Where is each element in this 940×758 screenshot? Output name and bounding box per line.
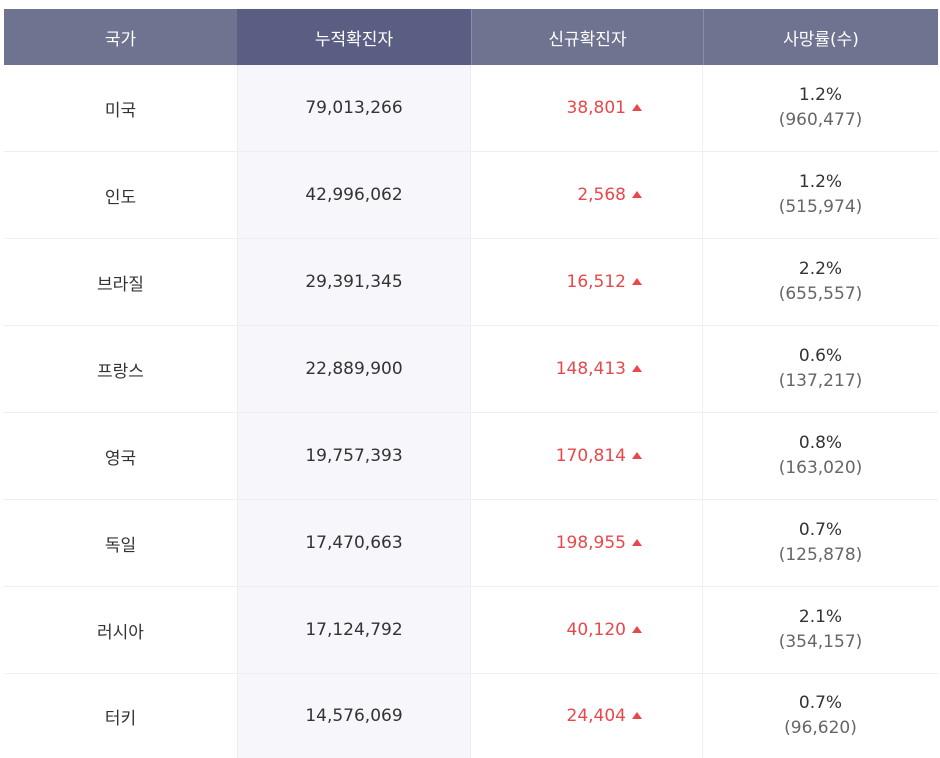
death-count: (96,620) <box>784 718 857 738</box>
table-row: 인도 42,996,062 2,568 1.2% (515,974) <box>4 152 938 239</box>
death-rate: 1.2% <box>798 172 843 192</box>
new-cases-value: 2,568 <box>577 185 626 205</box>
new-cases-value: 170,814 <box>555 446 626 466</box>
triangle-up-icon <box>632 538 642 546</box>
table-row: 독일 17,470,663 198,955 0.7% (125,878) <box>4 500 938 587</box>
triangle-up-icon <box>632 103 642 111</box>
cumulative-cases: 79,013,266 <box>237 65 471 151</box>
column-header-new-cases[interactable]: 신규확진자 <box>471 9 703 65</box>
table-row: 영국 19,757,393 170,814 0.8% (163,020) <box>4 413 938 500</box>
table-body: 미국 79,013,266 38,801 1.2% (960,477) 인도 42… <box>4 65 938 758</box>
table-row: 프랑스 22,889,900 148,413 0.6% (137,217) <box>4 326 938 413</box>
new-cases-value: 198,955 <box>555 533 626 553</box>
table-row: 러시아 17,124,792 40,120 2.1% (354,157) <box>4 587 938 674</box>
death-rate-cell: 2.1% (354,157) <box>703 587 938 673</box>
country-name: 인도 <box>104 187 137 208</box>
cumulative-cases: 17,124,792 <box>237 587 471 673</box>
new-cases-value: 38,801 <box>566 98 626 118</box>
death-rate-cell: 0.6% (137,217) <box>703 326 938 412</box>
new-cases-cell: 24,404 <box>471 674 703 758</box>
death-rate-cell: 0.7% (125,878) <box>703 500 938 586</box>
death-rate: 0.7% <box>798 693 843 713</box>
cumulative-cases: 42,996,062 <box>237 152 471 238</box>
death-rate: 0.7% <box>798 520 843 540</box>
death-count: (354,157) <box>778 632 863 652</box>
new-cases-cell: 16,512 <box>471 239 703 325</box>
new-cases-cell: 40,120 <box>471 587 703 673</box>
new-cases-cell: 148,413 <box>471 326 703 412</box>
cumulative-cases: 17,470,663 <box>237 500 471 586</box>
death-rate-cell: 1.2% (515,974) <box>703 152 938 238</box>
new-cases-value: 16,512 <box>566 272 626 292</box>
column-header-death-rate[interactable]: 사망률(수) <box>703 9 938 65</box>
death-count: (163,020) <box>778 458 863 478</box>
country-name: 터키 <box>104 708 137 729</box>
death-count: (137,217) <box>778 371 863 391</box>
triangle-up-icon <box>632 277 642 285</box>
country-name: 영국 <box>104 448 137 469</box>
death-rate-cell: 2.2% (655,557) <box>703 239 938 325</box>
new-cases-value: 24,404 <box>566 706 626 726</box>
country-name: 프랑스 <box>97 361 144 382</box>
triangle-up-icon <box>632 711 642 719</box>
table-row: 미국 79,013,266 38,801 1.2% (960,477) <box>4 65 938 152</box>
death-rate-cell: 0.8% (163,020) <box>703 413 938 499</box>
new-cases-cell: 2,568 <box>471 152 703 238</box>
death-rate: 0.6% <box>798 346 843 366</box>
death-rate: 2.2% <box>798 259 843 279</box>
triangle-up-icon <box>632 451 642 459</box>
death-rate: 0.8% <box>798 433 843 453</box>
triangle-up-icon <box>632 625 642 633</box>
death-count: (515,974) <box>778 197 863 217</box>
death-count: (960,477) <box>778 110 863 130</box>
country-name: 러시아 <box>97 622 144 643</box>
death-rate: 1.2% <box>798 85 843 105</box>
column-header-country[interactable]: 국가 <box>104 29 137 50</box>
country-name: 미국 <box>104 100 137 121</box>
table-row: 터키 14,576,069 24,404 0.7% (96,620) <box>4 674 938 758</box>
covid-country-table: 국가 누적확진자 신규확진자 사망률(수) 미국 79,013,266 38,8… <box>4 9 938 758</box>
table-row: 브라질 29,391,345 16,512 2.2% (655,557) <box>4 239 938 326</box>
country-name: 독일 <box>104 535 137 556</box>
table-header: 국가 누적확진자 신규확진자 사망률(수) <box>4 9 938 65</box>
new-cases-value: 148,413 <box>555 359 626 379</box>
cumulative-cases: 19,757,393 <box>237 413 471 499</box>
triangle-up-icon <box>632 364 642 372</box>
new-cases-cell: 38,801 <box>471 65 703 151</box>
death-count: (125,878) <box>778 545 863 565</box>
new-cases-cell: 198,955 <box>471 500 703 586</box>
death-rate-cell: 1.2% (960,477) <box>703 65 938 151</box>
new-cases-cell: 170,814 <box>471 413 703 499</box>
new-cases-value: 40,120 <box>566 620 626 640</box>
column-header-cumulative[interactable]: 누적확진자 <box>237 9 471 65</box>
triangle-up-icon <box>632 190 642 198</box>
death-rate: 2.1% <box>798 607 843 627</box>
death-count: (655,557) <box>778 284 863 304</box>
cumulative-cases: 14,576,069 <box>237 674 471 758</box>
cumulative-cases: 29,391,345 <box>237 239 471 325</box>
cumulative-cases: 22,889,900 <box>237 326 471 412</box>
death-rate-cell: 0.7% (96,620) <box>703 674 938 758</box>
country-name: 브라질 <box>97 274 144 295</box>
